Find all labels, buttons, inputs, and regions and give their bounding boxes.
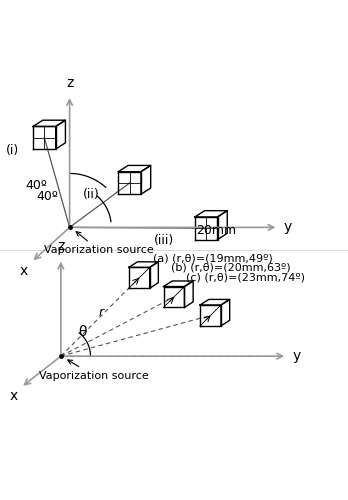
- Text: z: z: [66, 76, 73, 90]
- Text: 40º: 40º: [26, 179, 47, 192]
- Text: x: x: [9, 389, 17, 403]
- Text: x: x: [19, 264, 28, 278]
- Text: z: z: [57, 240, 65, 254]
- Text: (ii): (ii): [82, 188, 99, 201]
- Text: (iii): (iii): [154, 234, 174, 246]
- Text: 40º: 40º: [36, 190, 58, 202]
- Text: (a) (r,θ)=(19mm,49º): (a) (r,θ)=(19mm,49º): [153, 253, 273, 263]
- Text: θ: θ: [79, 325, 87, 339]
- Text: (c) (r,θ)=(23mm,74º): (c) (r,θ)=(23mm,74º): [186, 272, 305, 282]
- Text: r: r: [98, 306, 103, 319]
- Text: (b) (r,θ)=(20mm,63º): (b) (r,θ)=(20mm,63º): [171, 263, 290, 273]
- Text: Vaporization source: Vaporization source: [39, 360, 149, 381]
- Text: Vaporization source: Vaporization source: [44, 232, 154, 256]
- Text: (i): (i): [6, 144, 19, 158]
- Text: 20mm: 20mm: [196, 224, 236, 237]
- Text: y: y: [292, 349, 301, 363]
- Text: y: y: [284, 220, 292, 234]
